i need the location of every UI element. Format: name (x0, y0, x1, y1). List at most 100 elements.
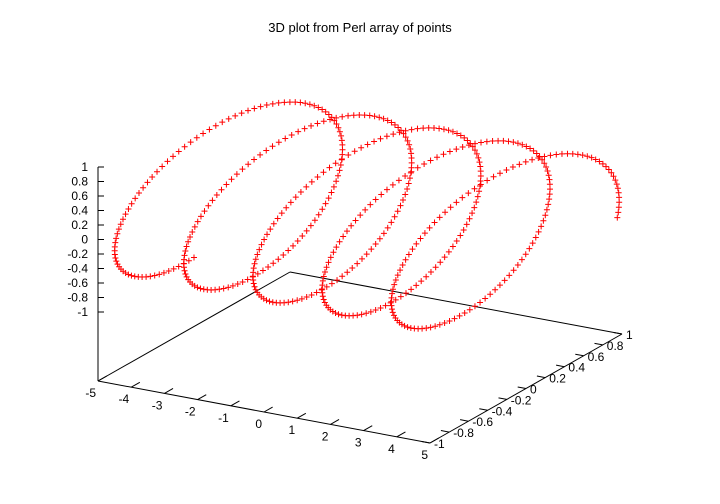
data-point (197, 285, 204, 292)
data-point (335, 311, 342, 318)
data-point (440, 151, 447, 158)
data-point (352, 217, 359, 224)
data-point (436, 214, 443, 221)
data-point (187, 233, 194, 240)
data-point (147, 273, 154, 280)
data-point (436, 321, 443, 328)
data-point (298, 295, 305, 302)
x-tick (197, 394, 207, 401)
data-point (461, 134, 468, 141)
data-point (263, 147, 270, 154)
data-point (122, 211, 129, 218)
y-tick (421, 440, 431, 444)
data-point (342, 312, 349, 319)
data-point (345, 112, 352, 119)
data-point (244, 276, 251, 283)
data-point (371, 113, 378, 120)
data-point (529, 240, 536, 247)
data-point (283, 204, 290, 211)
y-tick (575, 353, 584, 357)
data-point (270, 260, 277, 267)
data-point (495, 137, 502, 144)
data-point (453, 199, 460, 206)
data-point (361, 112, 368, 119)
data-point (421, 230, 428, 237)
data-point (113, 235, 120, 242)
data-point (194, 218, 201, 225)
data-point (303, 227, 310, 234)
data-point (333, 244, 340, 251)
data-point (431, 125, 438, 132)
data-point (251, 283, 258, 290)
data-point (131, 273, 138, 280)
data-point (314, 120, 321, 127)
data-point (395, 124, 402, 131)
data-point (541, 153, 548, 160)
data-point (164, 158, 171, 165)
data-point (182, 270, 189, 277)
data-point (390, 131, 397, 138)
data-point (345, 152, 352, 159)
data-point (544, 167, 551, 174)
data-point (402, 256, 409, 263)
data-point (325, 259, 332, 266)
data-point (358, 311, 365, 318)
data-point (484, 177, 491, 184)
data-point (457, 132, 464, 139)
data-point (503, 167, 510, 174)
data-point (357, 212, 364, 219)
data-point (408, 168, 415, 175)
data-point (350, 112, 357, 119)
x-tick (130, 381, 141, 388)
data-point (518, 256, 525, 263)
data-point (473, 150, 480, 157)
data-point (417, 235, 424, 242)
data-point (372, 240, 379, 247)
data-point (516, 161, 523, 168)
data-point (474, 193, 481, 200)
data-point (320, 273, 327, 280)
data-point (181, 143, 188, 150)
data-point (471, 303, 478, 310)
data-point (432, 264, 439, 271)
data-point (125, 271, 132, 278)
data-point (471, 204, 478, 211)
data-point (212, 122, 219, 129)
data-point (185, 238, 192, 245)
y-tick (556, 364, 565, 368)
data-point (391, 213, 398, 220)
data-point (615, 204, 622, 211)
data-point (538, 223, 545, 230)
data-point (125, 205, 132, 212)
data-point (154, 168, 161, 175)
data-point (496, 170, 503, 177)
data-point (440, 126, 447, 133)
data-point (290, 242, 297, 249)
data-point (340, 233, 347, 240)
data-point (380, 115, 387, 122)
data-point (389, 309, 396, 316)
data-point (189, 228, 196, 235)
data-point (269, 299, 276, 306)
data-point (388, 119, 395, 126)
data-point (185, 257, 192, 264)
data-point (364, 141, 371, 148)
data-point (311, 217, 318, 224)
data-point (319, 277, 326, 284)
data-point (392, 315, 399, 322)
data-point (372, 196, 379, 203)
data-point (371, 138, 378, 145)
data-point (402, 172, 409, 179)
y-tick-label: 0.6 (588, 350, 605, 364)
y-tick-label: -0.8 (453, 426, 474, 440)
x-tick (429, 437, 439, 444)
data-point (117, 221, 124, 228)
y-tick (479, 408, 488, 411)
data-point (330, 183, 337, 190)
data-point (269, 100, 276, 107)
data-point (339, 113, 346, 120)
data-point (408, 126, 415, 133)
data-point (453, 146, 460, 153)
data-point (543, 163, 550, 170)
y-tick (440, 430, 450, 433)
